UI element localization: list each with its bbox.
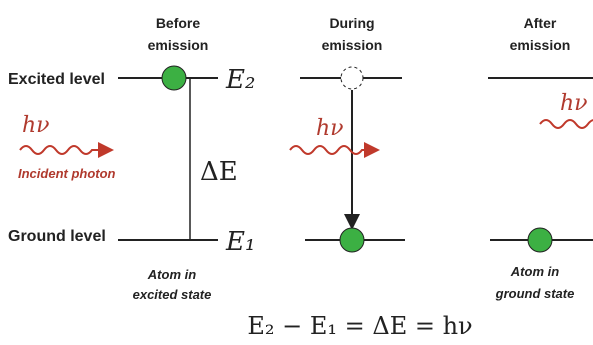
atom [162, 66, 186, 90]
photon-symbol: hν [22, 113, 50, 138]
energy-label: E₁ [225, 227, 255, 257]
photon-symbol: hν [560, 91, 588, 116]
heading: During [329, 15, 374, 31]
atom [528, 228, 552, 252]
heading: emission [510, 37, 571, 53]
level-label: Ground level [8, 228, 106, 245]
diagram: Before emission During emission After em… [0, 0, 593, 345]
photon-wave [20, 146, 110, 154]
photon-wave [290, 146, 376, 154]
photon-wave [540, 120, 593, 128]
atom-vacated [341, 67, 363, 89]
atom [340, 228, 364, 252]
photon-label: Incident photon [18, 166, 116, 181]
equation: E₂ − E₁ = ΔE = hν [247, 312, 472, 340]
energy-label: ΔE [200, 157, 238, 187]
heading: After [524, 15, 557, 31]
level-label: Excited level [8, 71, 105, 88]
caption: ground state [495, 286, 575, 301]
heading: emission [322, 37, 383, 53]
photon-symbol: hν [316, 116, 344, 141]
heading: emission [148, 37, 209, 53]
caption: Atom in [147, 267, 196, 282]
caption: excited state [133, 287, 212, 302]
caption: Atom in [510, 264, 559, 279]
energy-label: E₂ [225, 65, 255, 95]
heading: Before [156, 15, 201, 31]
